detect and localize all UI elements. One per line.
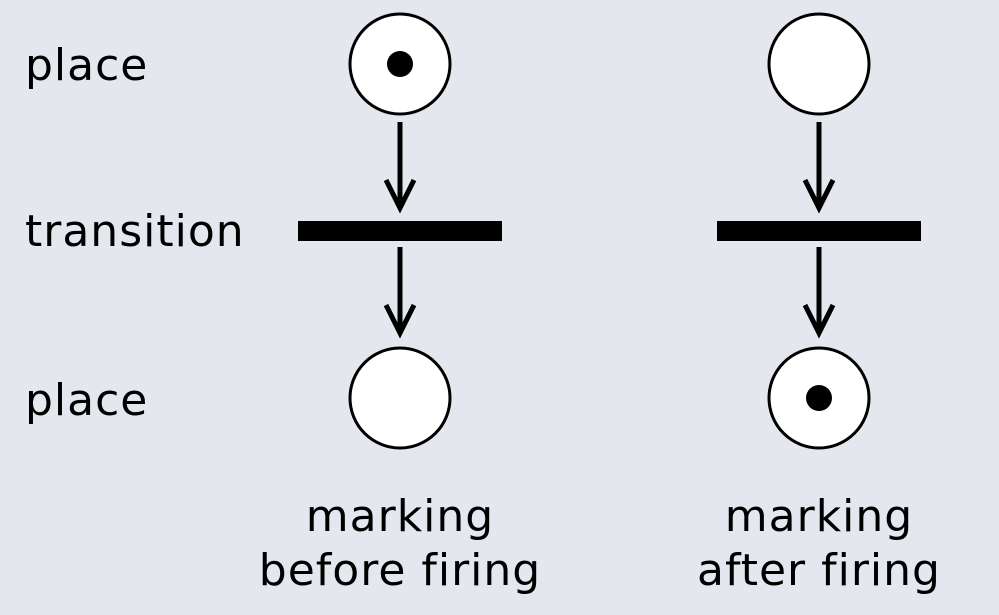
net-after-firing [717,12,921,450]
caption-before-line2: before firing [258,545,542,596]
transition-label: transition [25,206,245,257]
arc-place-to-transition-before [383,122,417,214]
token-bottom-after [806,385,832,411]
caption-after-line2: after firing [697,545,941,596]
arc-transition-to-place-before [383,247,417,339]
caption-before-line1: marking [305,491,495,542]
caption-after-line1: marking [724,491,914,542]
token-top-before [387,51,413,77]
arc-place-to-transition-after [802,122,836,214]
transition-bar-before [298,221,502,241]
place-bottom-before [348,346,452,450]
caption-before-firing: marking before firing [210,490,590,598]
transition-bar-after [717,221,921,241]
place-label-bottom: place [25,375,149,426]
arc-transition-to-place-after [802,247,836,339]
caption-after-firing: marking after firing [629,490,999,598]
net-before-firing [298,12,502,450]
place-label-top: place [25,40,149,91]
place-top-after [767,12,871,116]
